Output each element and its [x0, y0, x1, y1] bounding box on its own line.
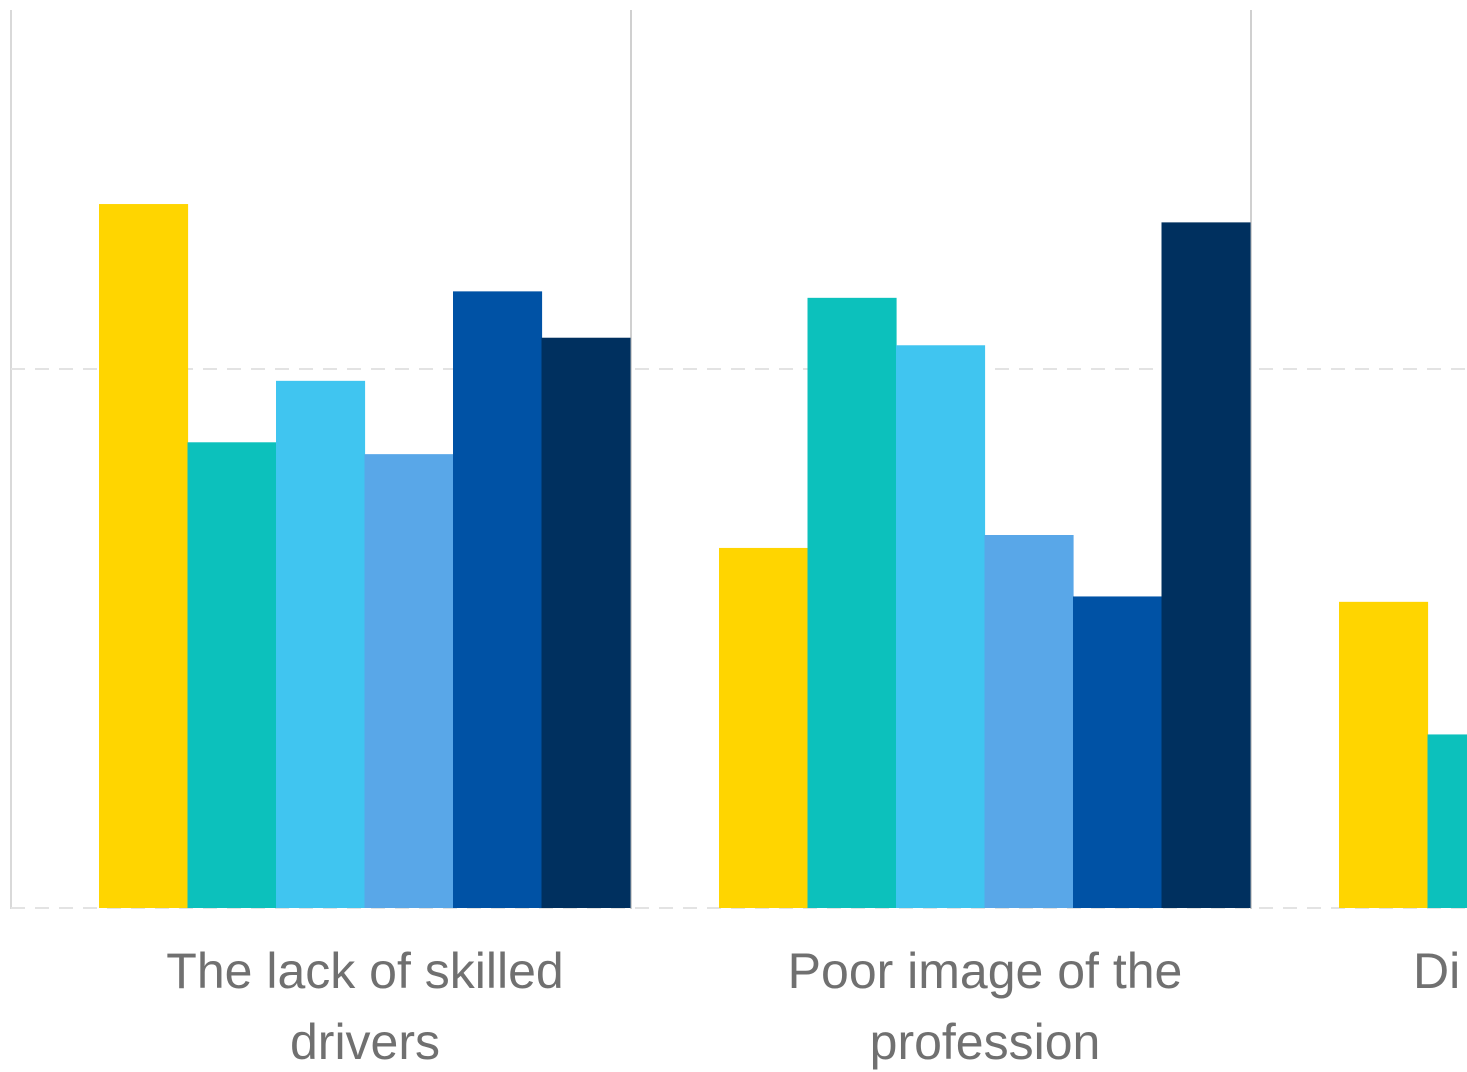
bar: [276, 380, 366, 908]
category-labels: The lack of skilled drivers Poor image of …: [166, 943, 1460, 1070]
category-label: Di: [1413, 943, 1460, 999]
bar: [1427, 734, 1467, 908]
bar: [453, 291, 543, 908]
bar: [807, 297, 897, 908]
bar: [1339, 601, 1429, 908]
bar: [1073, 596, 1163, 908]
category-label: Poor image of the: [788, 943, 1183, 999]
bar: [896, 345, 986, 908]
category-label: The lack of skilled: [166, 943, 563, 999]
bars: [99, 204, 1467, 909]
bar: [1161, 222, 1251, 909]
bar: [187, 442, 277, 908]
bar: [99, 204, 189, 908]
bar: [719, 547, 809, 908]
category-label: profession: [870, 1014, 1101, 1070]
category-label: drivers: [290, 1014, 440, 1070]
bar: [541, 337, 631, 908]
bar: [984, 535, 1074, 908]
bar: [364, 454, 454, 908]
